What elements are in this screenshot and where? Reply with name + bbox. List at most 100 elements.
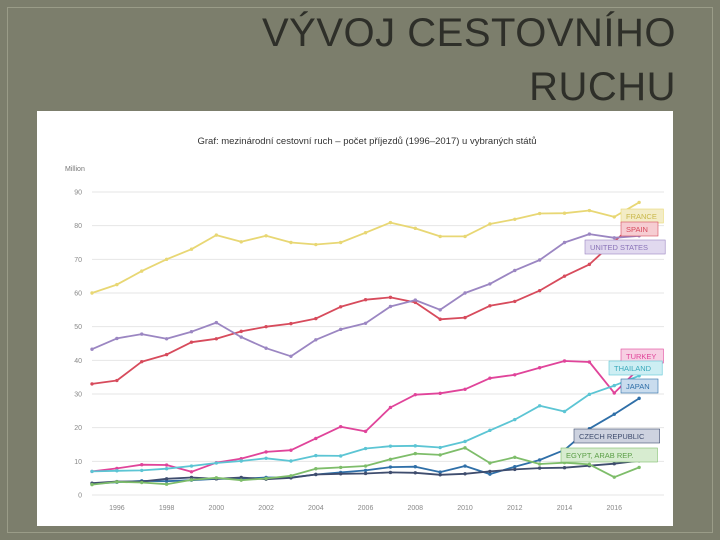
x-tick-label: 1998 — [159, 505, 175, 512]
data-point-united-states — [363, 321, 368, 325]
data-point-united-states — [438, 308, 442, 312]
data-point-united-states — [562, 240, 567, 245]
data-point-japan — [537, 458, 542, 462]
data-point-thailand — [612, 383, 616, 388]
data-point-czech-republic — [164, 477, 169, 481]
data-point-united-states — [463, 291, 467, 295]
data-point-thailand — [587, 392, 592, 397]
data-point-united-states — [314, 338, 318, 342]
data-point-united-states — [488, 282, 492, 286]
data-point-france — [140, 269, 144, 273]
data-point-spain — [388, 295, 393, 300]
data-point-spain — [438, 317, 442, 321]
data-point-egypt-arab-rep — [314, 467, 318, 471]
data-point-spain — [140, 359, 144, 364]
series-label-turkey: TURKEY — [626, 352, 656, 361]
series-label-box-japan — [620, 378, 659, 394]
data-point-france — [413, 226, 418, 231]
y-tick-label: 30 — [74, 392, 82, 399]
data-point-egypt-arab-rep — [289, 474, 293, 478]
data-point-spain — [338, 305, 343, 309]
data-point-turkey — [513, 373, 517, 377]
data-point-egypt-arab-rep — [239, 478, 243, 482]
data-point-spain — [463, 315, 467, 320]
x-tick-label: 2004 — [308, 505, 324, 512]
data-point-france — [189, 247, 194, 251]
data-point-france — [164, 257, 169, 262]
y-tick-label: 10 — [74, 459, 82, 466]
data-point-france — [612, 215, 616, 219]
x-tick-label: 2012 — [507, 505, 523, 512]
data-point-spain — [189, 340, 194, 344]
data-point-thailand — [90, 469, 94, 474]
data-point-japan — [612, 412, 616, 416]
data-point-spain — [413, 300, 418, 305]
series-label-box-egypt-arab-rep — [560, 447, 658, 463]
data-point-turkey — [363, 429, 368, 434]
data-point-egypt-arab-rep — [338, 465, 343, 470]
data-point-czech-republic — [463, 472, 467, 476]
data-point-spain — [264, 324, 268, 329]
data-point-egypt-arab-rep — [637, 465, 641, 470]
x-tick-label: 2010 — [457, 505, 473, 512]
data-point-egypt-arab-rep — [214, 476, 219, 480]
data-point-thailand — [189, 464, 194, 468]
data-point-egypt-arab-rep — [363, 464, 368, 468]
series-line-united-states — [91, 233, 640, 358]
data-point-turkey — [612, 391, 616, 395]
x-tick-label: 1996 — [109, 505, 125, 512]
data-point-egypt-arab-rep — [115, 480, 119, 484]
data-point-turkey — [338, 424, 343, 429]
data-point-turkey — [189, 470, 194, 474]
line-chart: Graf: mezinárodní cestovní ruch – počet … — [65, 136, 666, 512]
data-point-france — [637, 200, 641, 205]
data-point-czech-republic — [189, 475, 194, 480]
y-tick-label: 50 — [74, 324, 82, 331]
data-point-france — [115, 282, 119, 287]
y-axis-label: Million — [65, 166, 85, 173]
x-tick-label: 2016 — [606, 505, 622, 512]
slide-title-line-2: RUCHU — [529, 65, 676, 109]
series-label-box-czech-republic — [573, 428, 660, 444]
data-point-thailand — [463, 439, 467, 444]
data-point-thailand — [562, 409, 567, 414]
series-label-box-spain — [620, 221, 659, 237]
data-point-japan — [438, 470, 442, 474]
y-tick-label: 0 — [78, 493, 82, 500]
data-point-france — [388, 220, 393, 225]
series-line-turkey — [91, 360, 640, 473]
series-label-japan: JAPAN — [626, 382, 650, 391]
data-point-france — [562, 211, 567, 215]
data-point-turkey — [413, 392, 418, 397]
series-label-france: FRANCE — [626, 212, 657, 221]
data-point-turkey — [314, 436, 318, 441]
data-point-united-states — [164, 337, 169, 341]
data-point-czech-republic — [338, 472, 343, 476]
data-point-egypt-arab-rep — [264, 476, 268, 481]
data-point-united-states — [388, 304, 393, 309]
data-point-france — [338, 240, 343, 245]
data-point-egypt-arab-rep — [587, 462, 592, 467]
data-point-france — [438, 234, 442, 239]
data-point-egypt-arab-rep — [140, 480, 144, 485]
data-point-spain — [488, 304, 492, 308]
y-tick-label: 20 — [74, 425, 82, 432]
y-tick-label: 90 — [74, 190, 82, 197]
data-point-egypt-arab-rep — [189, 478, 194, 482]
data-point-france — [239, 240, 243, 244]
data-point-egypt-arab-rep — [612, 475, 616, 479]
data-point-turkey — [115, 466, 119, 471]
data-point-thailand — [289, 459, 293, 463]
data-point-turkey — [140, 463, 144, 467]
data-point-czech-republic — [438, 473, 442, 477]
data-point-egypt-arab-rep — [438, 453, 442, 457]
data-point-thailand — [115, 469, 119, 473]
data-point-united-states — [338, 327, 343, 332]
series-label-egypt-arab-rep: EGYPT, ARAB REP. — [566, 451, 633, 460]
data-point-thailand — [438, 445, 442, 450]
data-point-thailand — [214, 461, 219, 465]
data-point-united-states — [189, 330, 194, 334]
data-point-japan — [513, 465, 517, 469]
data-point-czech-republic — [488, 469, 492, 474]
data-point-turkey — [587, 360, 592, 364]
